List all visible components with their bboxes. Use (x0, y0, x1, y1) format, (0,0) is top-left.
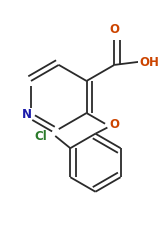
Text: N: N (22, 107, 32, 120)
Text: O: O (109, 118, 119, 131)
Text: O: O (109, 23, 119, 36)
Text: Cl: Cl (35, 130, 48, 143)
Text: OH: OH (140, 56, 159, 69)
